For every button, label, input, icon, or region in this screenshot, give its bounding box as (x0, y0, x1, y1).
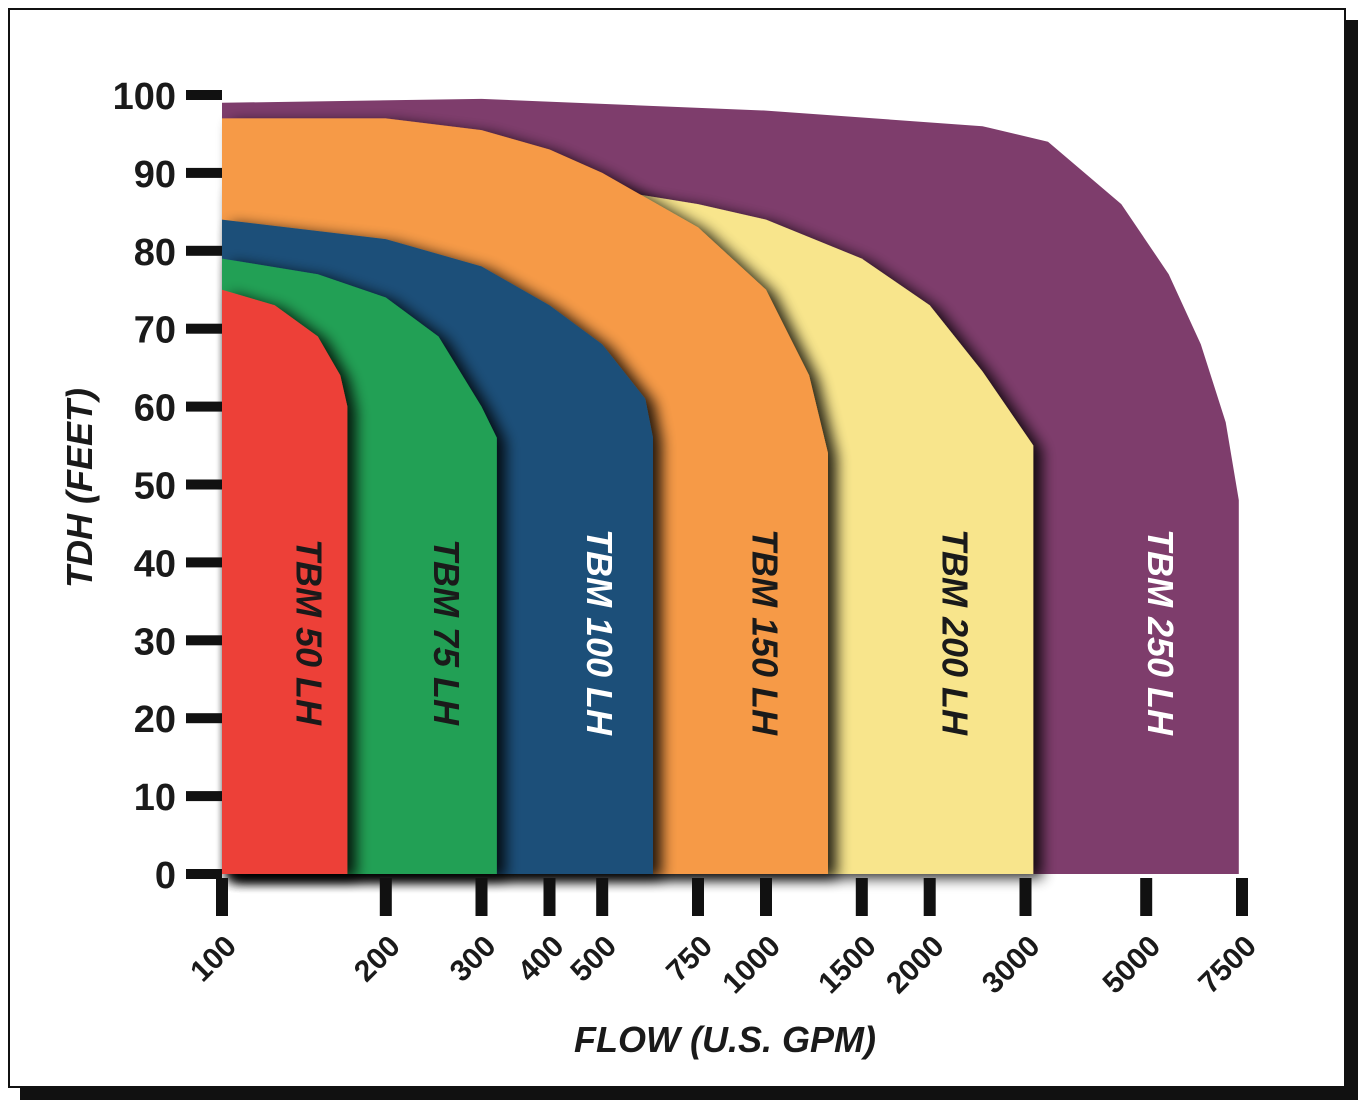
x-tick-5000 (1140, 878, 1153, 916)
band-label-tbm-200-lh: TBM 200 LH (935, 529, 976, 736)
y-tick-label-40: 40 (134, 543, 176, 585)
y-tick-label-100: 100 (113, 76, 176, 118)
y-tick-70 (186, 323, 222, 334)
band-label-tbm-100-lh: TBM 100 LH (579, 529, 620, 736)
performance-bands (222, 98, 1239, 875)
y-tick-label-70: 70 (134, 310, 176, 352)
y-tick-50 (186, 479, 222, 490)
x-tick-label-5000: 5000 (1097, 930, 1168, 1001)
x-tick-label-200: 200 (348, 930, 407, 989)
y-axis: 0 10 20 30 40 50 60 70 80 90 100 (113, 76, 222, 897)
band-label-tbm-75-lh: TBM 75 LH (426, 539, 467, 726)
y-axis-title: TDH (FEET) (59, 388, 100, 588)
x-tick-label-2000: 2000 (880, 930, 951, 1001)
y-tick-80 (186, 245, 222, 256)
y-tick-30 (186, 635, 222, 646)
y-tick-label-80: 80 (134, 232, 176, 274)
band-label-tbm-250-lh: TBM 250 LH (1140, 529, 1181, 736)
y-tick-label-0: 0 (155, 855, 176, 897)
band-labels: TBM 250 LH TBM 200 LH TBM 150 LH TBM 100 LH… (289, 529, 1181, 736)
x-tick-3000 (1019, 878, 1032, 916)
x-tick-100 (216, 878, 228, 916)
y-tick-label-90: 90 (134, 154, 176, 196)
x-tick-label-500: 500 (564, 930, 623, 989)
y-tick-label-60: 60 (134, 388, 176, 430)
y-tick-label-20: 20 (134, 699, 176, 741)
y-tick-20 (186, 713, 222, 724)
y-tick-label-30: 30 (134, 621, 176, 663)
x-tick-300 (475, 878, 488, 916)
x-tick-7500 (1236, 878, 1248, 916)
x-tick-400 (543, 878, 556, 916)
y-tick-10 (186, 791, 222, 802)
x-tick-label-3000: 3000 (976, 930, 1047, 1001)
x-tick-500 (596, 878, 609, 916)
y-tick-label-50: 50 (134, 466, 176, 508)
band-label-tbm-50-lh: TBM 50 LH (289, 539, 330, 726)
x-tick-2000 (923, 878, 936, 916)
x-tick-label-1000: 1000 (716, 930, 787, 1001)
x-axis-title: FLOW (U.S. GPM) (574, 1019, 876, 1060)
y-tick-100 (186, 90, 222, 100)
x-tick-750 (692, 878, 704, 916)
y-tick-40 (186, 557, 222, 568)
band-tbm-50-lh (222, 289, 348, 874)
y-tick-60 (186, 401, 222, 412)
x-tick-label-1500: 1500 (812, 930, 883, 1001)
x-tick-1000 (760, 878, 772, 916)
y-tick-90 (186, 167, 222, 178)
band-label-tbm-150-lh: TBM 150 LH (745, 529, 786, 736)
x-tick-label-7500: 7500 (1192, 930, 1263, 1001)
y-tick-0 (186, 869, 222, 879)
x-tick-label-750: 750 (660, 930, 719, 989)
x-tick-200 (379, 878, 392, 916)
x-tick-label-300: 300 (444, 930, 503, 989)
x-tick-label-100: 100 (184, 930, 243, 989)
x-tick-label-400: 400 (512, 930, 571, 989)
y-tick-label-10: 10 (134, 777, 176, 819)
x-tick-1500 (855, 878, 868, 916)
